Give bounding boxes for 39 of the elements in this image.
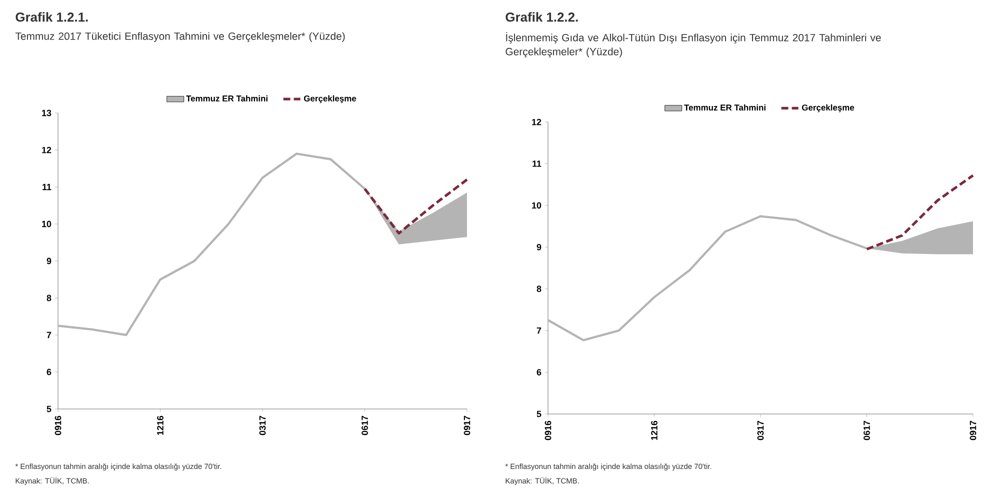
y-tick-label: 5 (536, 410, 542, 418)
y-tick-label: 9 (46, 258, 52, 264)
x-tick-label: 0317 (259, 416, 266, 436)
y-tick-label: 5 (46, 406, 52, 412)
x-tick-label: 0917 (464, 416, 470, 436)
y-tick-label: 6 (46, 368, 52, 376)
y-tick-label: 10 (42, 220, 52, 228)
y-tick-label: 11 (532, 160, 542, 167)
x-tick-label: 0317 (757, 420, 764, 440)
x-tick-label: 0617 (362, 416, 368, 436)
y-tick-label: 12 (532, 118, 542, 126)
line-series (56, 152, 366, 336)
y-tick-label: 8 (536, 286, 542, 292)
x-tick-label: 1216 (157, 416, 164, 435)
line-series (546, 215, 868, 342)
x-tick-label: 0916 (54, 416, 62, 436)
y-tick-label: 8 (46, 294, 52, 302)
y-tick-label: 12 (42, 146, 52, 154)
legend-label: Gerçekleşme (802, 104, 854, 112)
y-tick-label: 11 (42, 184, 52, 190)
chart-title: Grafik 1.2.1. (16, 12, 88, 22)
y-tick-label: 6 (536, 369, 542, 376)
y-tick-label: 13 (42, 110, 52, 116)
y-tick-label: 10 (532, 202, 542, 209)
legend-label: Temmuz ER Tahmini (186, 95, 268, 102)
chart-title: Grafik 1.2.2. (506, 12, 578, 22)
x-tick-label: 1216 (651, 420, 658, 440)
x-tick-label: 0916 (544, 420, 552, 440)
chart-subtitle: İşlenmemiş Gıda ve Alkol-Tütün Dışı Enflasyon için Temmuz 2017 Tahminleri ve Gerçekleşmeler* (Yüzde) (506, 32, 881, 58)
line-series (363, 178, 468, 235)
line-series (865, 174, 974, 251)
y-tick-label: 7 (46, 332, 52, 338)
x-tick-label: 0917 (970, 420, 976, 440)
x-tick-label: 0617 (864, 420, 870, 440)
legend-label: Temmuz ER Tahmini (684, 104, 766, 111)
y-tick-label: 9 (536, 244, 542, 250)
legend-label: Gerçekleşme (304, 95, 356, 104)
y-tick-label: 7 (536, 327, 542, 334)
chart-subtitle: Temmuz 2017 Tüketici Enflasyon Tahmini ve Gerçekleşmeler* (Yüzde) (15, 32, 345, 42)
